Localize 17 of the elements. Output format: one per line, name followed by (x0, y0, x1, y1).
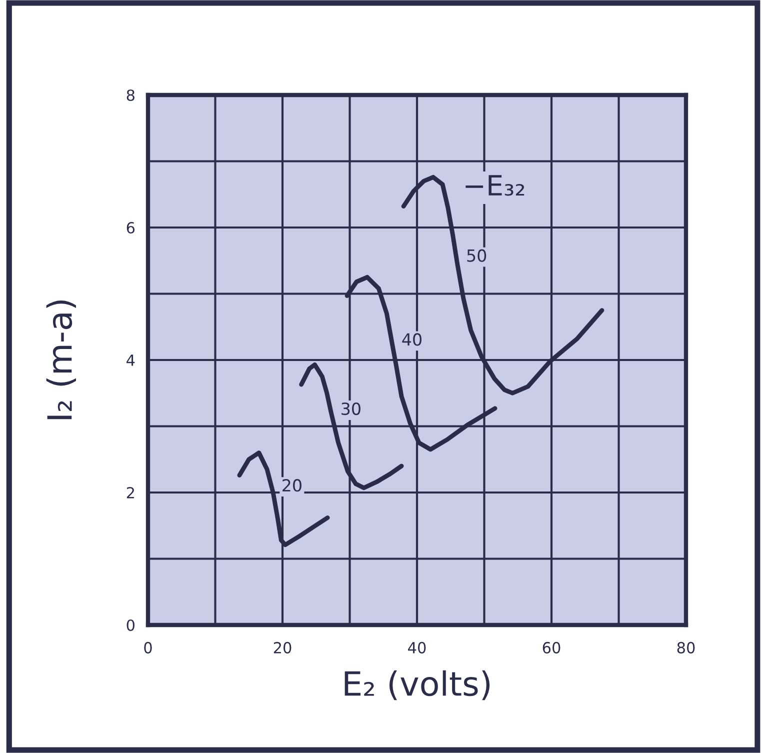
y-tick-label: 6 (126, 222, 135, 234)
series-label: 20 (282, 479, 302, 492)
series-label: 40 (402, 333, 422, 346)
y-tick-label: 4 (126, 354, 135, 366)
x-tick-label: 40 (408, 642, 426, 654)
annotation: −E₃₂ (466, 175, 524, 196)
x-tick-label: 80 (677, 642, 695, 654)
y-axis-title: I₂ (m-a) (46, 300, 76, 420)
y-tick-label: 0 (126, 619, 134, 632)
series-label: 30 (342, 402, 360, 416)
x-tick-label: 20 (274, 642, 292, 654)
x-tick-label: 60 (542, 642, 560, 654)
y-tick-label: 8 (126, 89, 134, 102)
y-tick-label: 2 (126, 486, 134, 498)
series-label: 50 (467, 249, 486, 262)
x-tick-label: 0 (144, 642, 152, 654)
x-axis-title: E₂ (volts) (344, 670, 490, 700)
